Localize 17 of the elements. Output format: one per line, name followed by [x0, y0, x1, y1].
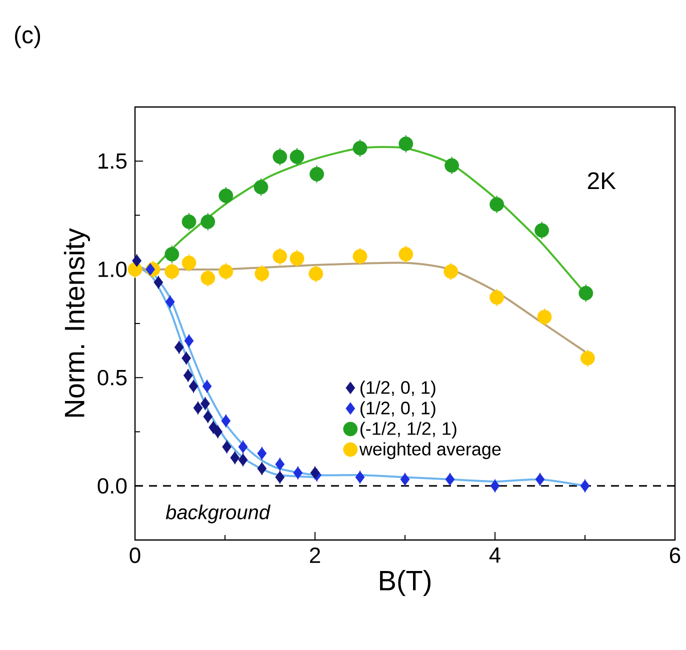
y-tick-label: 1.0 — [98, 262, 127, 278]
legend-label: (1/2, 0, 1) — [360, 401, 436, 418]
legend-label: (1/2, 0, 1) — [360, 380, 436, 398]
x-tick-label: 2 — [310, 548, 320, 563]
y-axis-title: Norm. Intensity — [64, 228, 90, 417]
y-tick-label: 1.5 — [98, 153, 127, 169]
x-tick-label: 4 — [489, 548, 500, 563]
chart-title: (c) — [15, 26, 40, 48]
x-tick-label: 0 — [130, 548, 140, 564]
x-tick-label: 6 — [670, 548, 680, 564]
y-tick-label: 0.5 — [98, 370, 127, 386]
legend-label: (-1/2, 1/2, 1) — [360, 422, 456, 439]
annotation: 2K — [588, 172, 616, 189]
y-tick-label: 0.0 — [98, 478, 127, 494]
x-axis-title: B(T) — [380, 570, 430, 596]
legend-label: weighted average — [359, 442, 501, 460]
annotation: background — [166, 504, 271, 524]
